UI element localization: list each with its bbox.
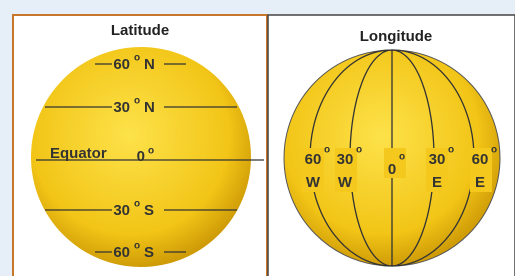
meridian-degree: o (448, 145, 454, 156)
latitude-degree: o (134, 199, 140, 210)
meridian-direction: E (475, 174, 485, 191)
latitude-title: Latitude (111, 22, 169, 39)
latitude-direction: N (144, 99, 155, 116)
meridian-direction: W (338, 174, 353, 191)
latitude-direction: N (144, 56, 155, 73)
latitude-degree: o (134, 241, 140, 252)
meridian-direction: E (432, 174, 442, 191)
meridian-number: 30 (429, 151, 446, 168)
meridian-degree: o (356, 145, 362, 156)
latitude-degree: o (134, 53, 140, 64)
meridian-degree: o (399, 152, 405, 163)
diagram: Latitude 60 o N 30 o N Equator 0 o 30 o … (0, 0, 515, 276)
equator-label: Equator (50, 145, 107, 162)
equator-number: 0 (137, 148, 145, 165)
latitude-direction: S (144, 202, 154, 219)
latitude-direction: S (144, 244, 154, 261)
latitude-degree: o (134, 96, 140, 107)
meridian-degree: o (491, 145, 497, 156)
equator-degree: o (148, 146, 154, 157)
page: Latitude 60 o N 30 o N Equator 0 o 30 o … (0, 0, 515, 276)
meridian-number: 60 (305, 151, 322, 168)
latitude-number: 30 (113, 202, 130, 219)
longitude-title: Longitude (360, 28, 432, 45)
meridian-number: 0 (388, 161, 396, 178)
meridian-degree: o (324, 145, 330, 156)
meridian-direction: W (306, 174, 321, 191)
latitude-number: 60 (113, 244, 130, 261)
meridian-number: 60 (472, 151, 489, 168)
latitude-number: 30 (113, 99, 130, 116)
latitude-number: 60 (113, 56, 130, 73)
meridian-number: 30 (337, 151, 354, 168)
